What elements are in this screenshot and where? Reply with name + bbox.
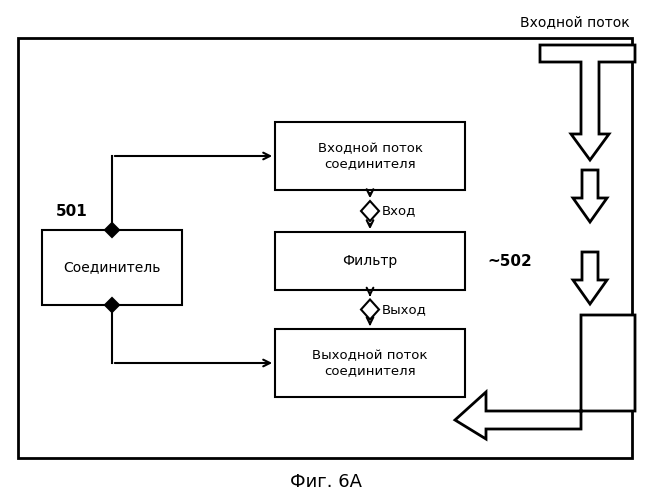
Polygon shape [455, 315, 635, 439]
Text: Фильтр: Фильтр [342, 254, 398, 268]
Text: Фиг. 6А: Фиг. 6А [290, 473, 362, 491]
Bar [18, 38, 632, 458]
Text: ~502: ~502 [487, 254, 532, 268]
Bar [42, 230, 182, 305]
Text: Выход: Выход [382, 303, 427, 316]
Bar [275, 329, 465, 397]
Text: 501: 501 [56, 204, 88, 220]
Text: Входной поток
соединителя: Входной поток соединителя [317, 142, 422, 170]
Text: Входной поток: Входной поток [520, 15, 630, 29]
Text: Выходной поток
соединителя: Выходной поток соединителя [312, 349, 428, 377]
Polygon shape [573, 252, 607, 304]
Polygon shape [540, 45, 635, 160]
Bar [275, 122, 465, 190]
Bar [275, 232, 465, 290]
Polygon shape [105, 298, 119, 312]
Text: Вход: Вход [382, 204, 417, 218]
Polygon shape [361, 201, 379, 221]
Polygon shape [105, 223, 119, 237]
Polygon shape [573, 170, 607, 222]
Text: Соединитель: Соединитель [63, 260, 161, 274]
Polygon shape [361, 300, 379, 320]
